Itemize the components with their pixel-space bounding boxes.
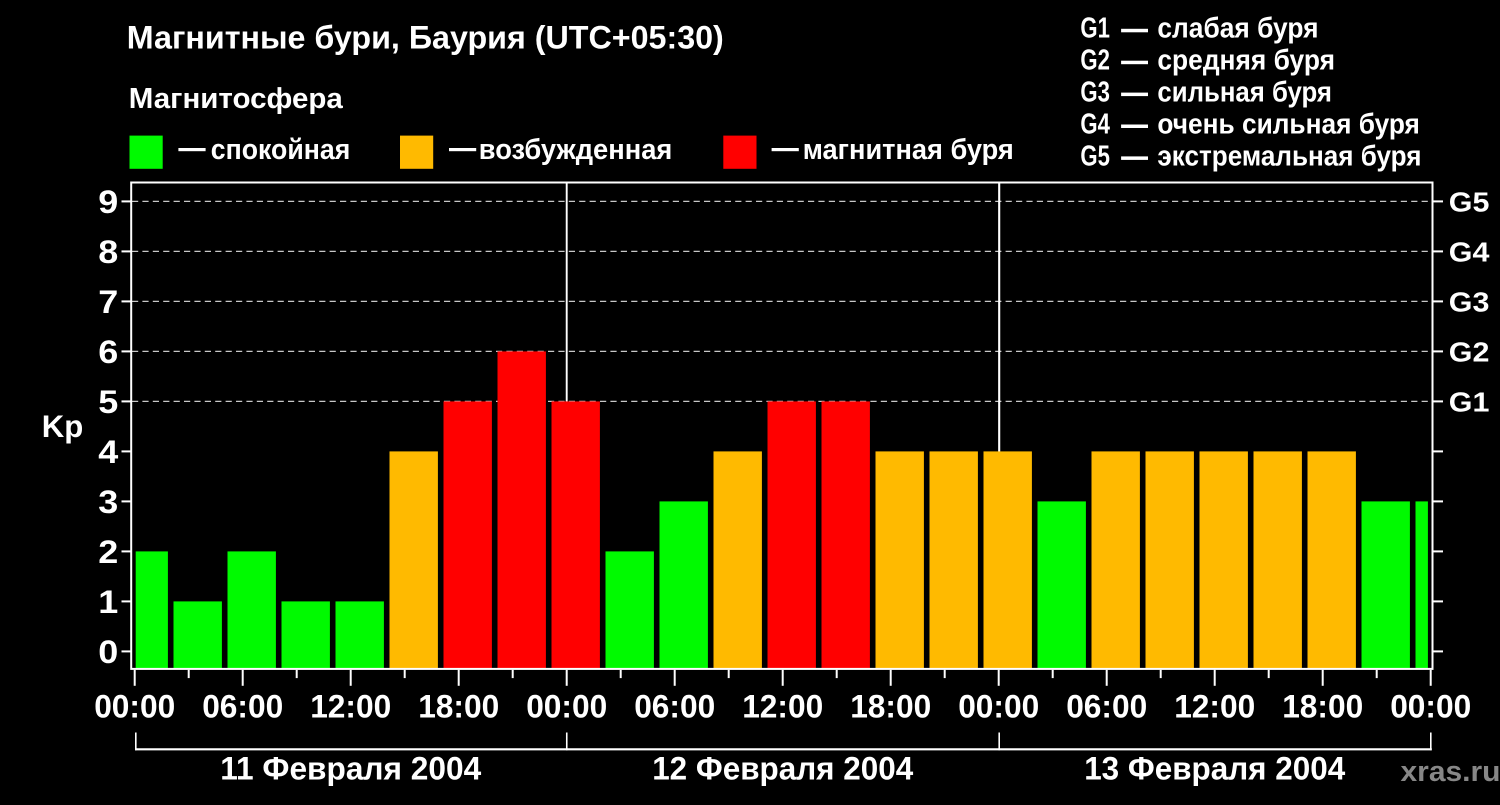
svg-text:Магнитные бури, Баурия (UTC+05: Магнитные бури, Баурия (UTC+05:30) xyxy=(127,20,724,56)
svg-text:1: 1 xyxy=(98,584,118,620)
svg-text:06:00: 06:00 xyxy=(634,688,715,724)
svg-text:сильная буря: сильная буря xyxy=(1157,77,1332,109)
svg-text:Магнитосфера: Магнитосфера xyxy=(129,83,344,115)
svg-text:G5: G5 xyxy=(1449,187,1490,218)
svg-text:средняя буря: средняя буря xyxy=(1157,45,1335,77)
svg-text:очень сильная буря: очень сильная буря xyxy=(1157,108,1420,140)
svg-text:12:00: 12:00 xyxy=(742,688,823,724)
svg-text:2: 2 xyxy=(98,534,118,570)
svg-text:магнитная буря: магнитная буря xyxy=(803,134,1014,166)
svg-text:06:00: 06:00 xyxy=(202,688,283,724)
svg-text:G4: G4 xyxy=(1080,108,1110,140)
svg-text:xras.ru: xras.ru xyxy=(1401,756,1500,788)
svg-text:00:00: 00:00 xyxy=(1390,688,1471,724)
svg-text:3: 3 xyxy=(98,484,118,520)
svg-text:11 Февраля 2004: 11 Февраля 2004 xyxy=(220,751,481,787)
svg-text:8: 8 xyxy=(98,234,118,270)
svg-text:5: 5 xyxy=(98,384,118,420)
svg-text:13 Февраля 2004: 13 Февраля 2004 xyxy=(1084,751,1345,787)
svg-text:G2: G2 xyxy=(1080,45,1110,77)
svg-text:18:00: 18:00 xyxy=(418,688,499,724)
svg-text:экстремальная буря: экстремальная буря xyxy=(1157,140,1421,172)
svg-text:0: 0 xyxy=(98,634,118,670)
svg-text:18:00: 18:00 xyxy=(1282,688,1363,724)
svg-text:G1: G1 xyxy=(1449,387,1490,418)
svg-text:возбужденная: возбужденная xyxy=(479,134,673,166)
svg-text:G3: G3 xyxy=(1080,77,1110,109)
svg-text:4: 4 xyxy=(98,434,118,470)
svg-text:00:00: 00:00 xyxy=(958,688,1039,724)
svg-text:18:00: 18:00 xyxy=(850,688,931,724)
svg-text:G2: G2 xyxy=(1449,337,1490,368)
svg-text:G1: G1 xyxy=(1080,13,1110,45)
svg-text:G5: G5 xyxy=(1080,140,1110,172)
svg-text:6: 6 xyxy=(98,334,118,370)
svg-text:9: 9 xyxy=(98,184,118,220)
svg-text:00:00: 00:00 xyxy=(526,688,607,724)
svg-text:12:00: 12:00 xyxy=(1174,688,1255,724)
svg-text:12 Февраля 2004: 12 Февраля 2004 xyxy=(652,751,913,787)
svg-text:7: 7 xyxy=(98,284,118,320)
svg-text:00:00: 00:00 xyxy=(94,688,175,724)
svg-text:спокойная: спокойная xyxy=(211,134,350,166)
svg-text:06:00: 06:00 xyxy=(1066,688,1147,724)
svg-text:слабая буря: слабая буря xyxy=(1157,13,1318,45)
svg-text:G4: G4 xyxy=(1449,237,1490,268)
svg-text:12:00: 12:00 xyxy=(310,688,391,724)
svg-text:G3: G3 xyxy=(1449,287,1490,318)
svg-text:Kp: Kp xyxy=(42,408,84,444)
